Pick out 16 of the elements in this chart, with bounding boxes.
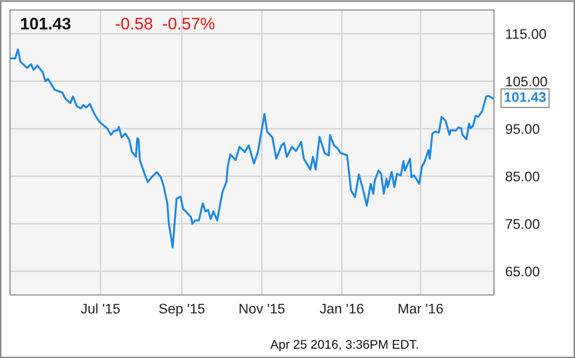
chart-title: 101.43 <box>21 18 70 30</box>
x-tick-label: Jul '15 <box>80 303 120 314</box>
y-tick-label: 115.00 <box>506 29 546 39</box>
y-tick-label: 85.00 <box>506 172 540 182</box>
x-tick-label: Mar '16 <box>398 304 443 314</box>
y-tick-label: 75.00 <box>506 219 540 229</box>
chart-subtitle: -0.58 -0.57% <box>116 18 214 30</box>
x-tick-label: Nov '15 <box>240 304 285 314</box>
line-series <box>10 48 494 248</box>
x-tick-label: Sep '15 <box>159 304 205 316</box>
text: Apr 25 2016, 3:36PM EDT. <box>270 340 418 352</box>
x-tick-label: Jan '16 <box>320 304 364 314</box>
annotation: 101.43 <box>504 92 546 102</box>
y-tick-label: 105.00 <box>506 76 548 86</box>
y-tick-label: 95.00 <box>506 124 540 134</box>
y-tick-label: 65.00 <box>506 266 540 276</box>
